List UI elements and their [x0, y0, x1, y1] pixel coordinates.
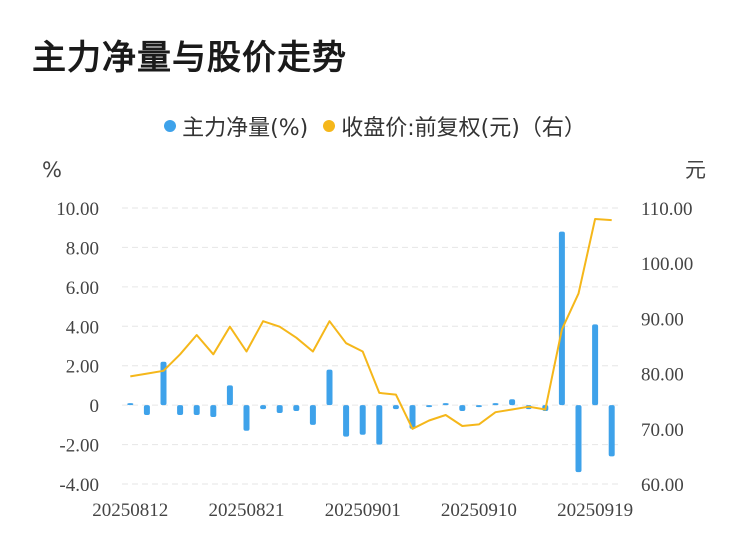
left-axis-ticks: 10.00 8.00 6.00 4.00 2.00 0 -2.00 -4.00	[56, 199, 99, 496]
left-tick-label: 6.00	[66, 278, 99, 299]
bar[interactable]	[326, 369, 333, 406]
x-tick-label: 20250910	[441, 500, 517, 521]
right-tick-label: 110.00	[641, 199, 693, 220]
left-tick-label: 2.00	[66, 357, 99, 378]
bar[interactable]	[143, 405, 150, 415]
bar[interactable]	[293, 405, 300, 412]
bar[interactable]	[193, 405, 200, 415]
bar[interactable]	[575, 405, 582, 473]
bar[interactable]	[260, 405, 267, 410]
bar[interactable]	[608, 405, 615, 457]
left-tick-label: -4.00	[59, 475, 99, 496]
bar[interactable]	[177, 405, 184, 415]
bar[interactable]	[492, 403, 499, 406]
bar[interactable]	[160, 361, 167, 406]
left-tick-label: 0	[90, 396, 100, 417]
x-tick-label: 20250821	[209, 500, 285, 521]
bar-series	[127, 231, 615, 473]
price-line[interactable]	[130, 218, 612, 430]
x-tick-label: 20250812	[92, 500, 168, 521]
bar[interactable]	[276, 405, 283, 414]
bar[interactable]	[442, 403, 449, 406]
right-tick-label: 70.00	[641, 420, 684, 441]
legend-item-bar[interactable]: 主力净量(%)	[164, 110, 308, 142]
bar[interactable]	[376, 405, 383, 445]
legend-bar-marker	[164, 120, 177, 132]
right-axis-unit: 元	[685, 158, 706, 182]
gridlines	[122, 207, 620, 485]
x-axis-ticks: 20250812 20250821 20250901 20250910 20250919	[92, 500, 633, 521]
bar[interactable]	[343, 405, 350, 437]
bar[interactable]	[309, 405, 316, 425]
right-tick-label: 100.00	[641, 254, 693, 275]
bar[interactable]	[475, 405, 482, 408]
x-tick-label: 20250901	[325, 500, 401, 521]
legend-line-marker	[323, 120, 336, 132]
chart-title: 主力净量与股价走势	[32, 38, 347, 78]
bar[interactable]	[459, 405, 466, 412]
legend-line-label: 收盘价:前复权(元)（右）	[341, 116, 586, 141]
legend-item-line[interactable]: 收盘价:前复权(元)（右）	[323, 110, 586, 142]
bar[interactable]	[409, 405, 416, 429]
bar[interactable]	[509, 399, 516, 406]
bar[interactable]	[243, 405, 250, 431]
left-axis-unit: %	[42, 158, 62, 182]
left-tick-label: 10.00	[56, 199, 99, 220]
bar[interactable]	[558, 231, 565, 406]
line-series	[130, 218, 612, 430]
bar[interactable]	[592, 324, 599, 406]
right-tick-label: 80.00	[641, 365, 684, 386]
x-tick-label: 20250919	[557, 500, 633, 521]
right-axis-ticks: 110.00 100.00 90.00 80.00 70.00 60.00	[641, 199, 693, 496]
left-tick-label: 8.00	[66, 238, 99, 259]
bar[interactable]	[127, 403, 134, 406]
bar[interactable]	[226, 385, 233, 406]
bar[interactable]	[359, 405, 366, 435]
bar[interactable]	[426, 405, 433, 408]
bar[interactable]	[210, 405, 217, 417]
left-tick-label: 4.00	[66, 317, 99, 338]
right-tick-label: 90.00	[641, 309, 684, 330]
legend: 主力净量(%) 收盘价:前复权(元)（右）	[0, 110, 750, 142]
right-tick-label: 60.00	[641, 475, 684, 496]
legend-bar-label: 主力净量(%)	[182, 116, 309, 141]
bar[interactable]	[392, 405, 399, 410]
left-tick-label: -2.00	[59, 436, 99, 457]
